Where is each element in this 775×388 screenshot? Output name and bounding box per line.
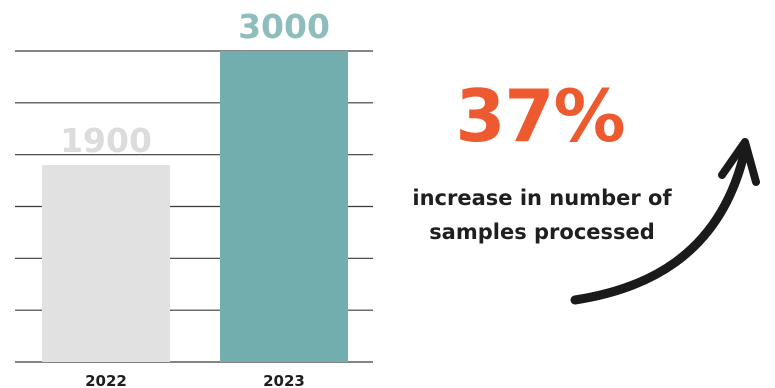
bar-2023: [220, 51, 348, 362]
caption-line-2: samples processed: [429, 220, 655, 244]
x-tick-labels: 2022 2023: [85, 372, 305, 388]
x-tick-label: 2023: [263, 372, 305, 388]
bar-value-label: 1900: [60, 121, 152, 160]
x-tick-label: 2022: [85, 372, 127, 388]
caption: increase in number of samples processed: [372, 181, 712, 249]
bar-value-label: 3000: [238, 7, 330, 46]
arrow-up-curve-icon: [570, 138, 760, 305]
bar-value-labels: 1900 3000: [60, 7, 330, 160]
caption-line-1: increase in number of: [412, 186, 672, 210]
percent-increase: 37%: [455, 74, 625, 158]
bars: [42, 51, 348, 362]
bar-2022: [42, 165, 170, 362]
